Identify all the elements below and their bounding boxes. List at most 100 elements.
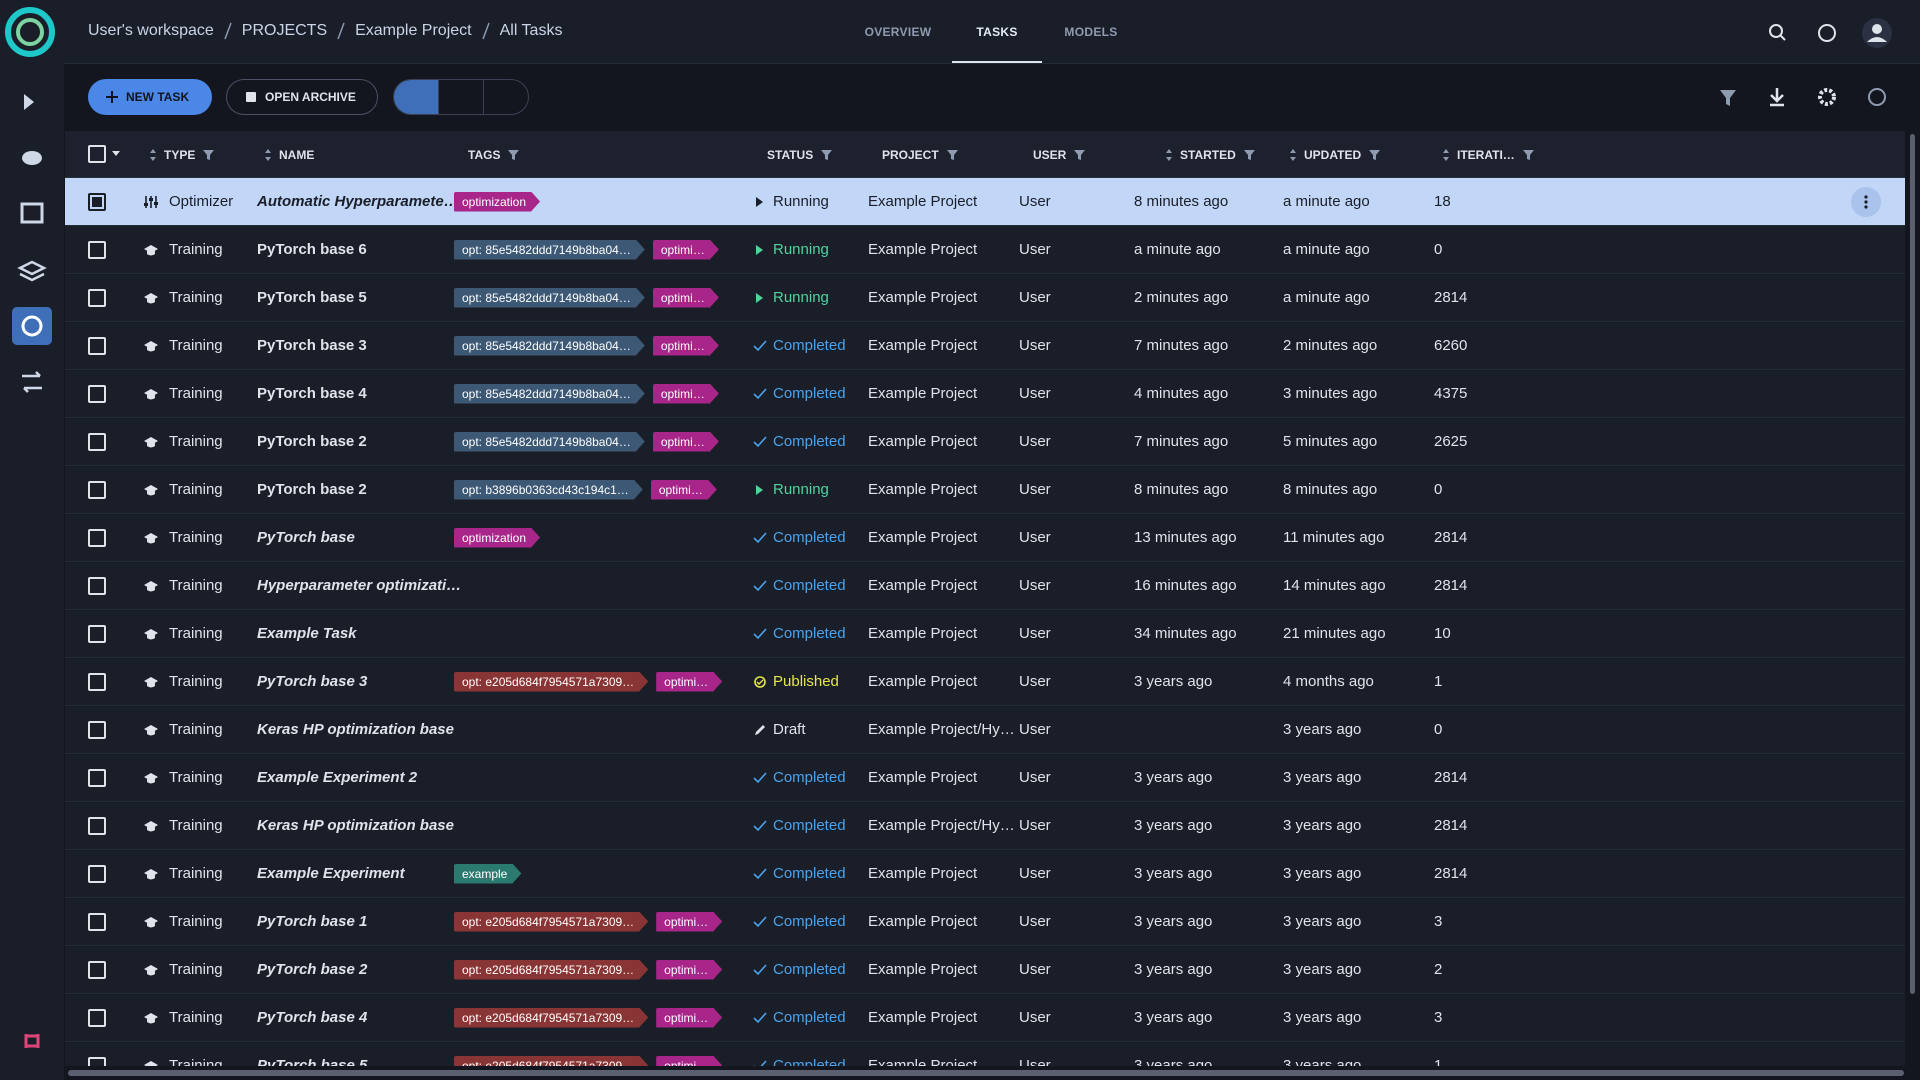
task-row[interactable]: Training Hyperparameter optimizati… Comple… <box>65 562 1905 610</box>
nav-datasets[interactable] <box>22 151 42 165</box>
task-row[interactable]: Training PyTorch base 4 opt: e205d684f7954… <box>65 994 1905 1042</box>
task-row[interactable]: Training Example Experiment 2 Completed Exa… <box>65 754 1905 802</box>
task-row[interactable]: Training Keras HP optimization base Draft E… <box>65 706 1905 754</box>
checkbox[interactable] <box>88 720 106 739</box>
column-header[interactable]: USER <box>1033 131 1086 178</box>
h-scrollbar[interactable] <box>68 1070 1904 1076</box>
task-row[interactable]: Training PyTorch base 2 opt: e205d684f7954… <box>65 946 1905 994</box>
task-started: 8 minutes ago <box>1134 481 1229 498</box>
nav-reports[interactable] <box>20 202 44 224</box>
breadcrumb-item[interactable]: User's workspace <box>88 22 214 39</box>
filter-icon <box>1243 149 1255 160</box>
checkbox[interactable] <box>88 528 106 547</box>
checkbox[interactable] <box>88 864 106 883</box>
column-header[interactable]: STATUS <box>767 131 833 178</box>
nav-projects-icon <box>21 315 43 337</box>
task-row[interactable]: Training PyTorch base 4 opt: 85e5482ddd714… <box>65 370 1905 418</box>
task-row[interactable]: Training Keras HP optimization base Comple… <box>65 802 1905 850</box>
task-row[interactable]: Training PyTorch base 2 opt: 85e5482ddd714… <box>65 418 1905 466</box>
column-header[interactable]: TAGS <box>468 131 520 178</box>
column-header[interactable]: STARTED <box>1166 131 1255 178</box>
column-header[interactable]: ITERATI… <box>1443 131 1534 178</box>
checkbox[interactable] <box>88 576 106 595</box>
auto-refresh[interactable] <box>1868 88 1886 106</box>
sort-icon <box>150 148 156 161</box>
task-name: PyTorch base 2 <box>257 433 367 450</box>
breadcrumb-item[interactable]: All Tasks <box>499 22 563 39</box>
nav-models[interactable] <box>17 260 47 282</box>
v-scrollbar[interactable] <box>1910 134 1915 994</box>
search-icon[interactable] <box>1769 24 1783 38</box>
task-updated: 21 minutes ago <box>1283 625 1386 642</box>
task-iterations: 3 <box>1434 913 1443 930</box>
task-row[interactable]: Training PyTorch base 5 opt: e205d684f7954… <box>65 1042 1905 1066</box>
column-header[interactable]: PROJECT <box>882 131 958 178</box>
task-row[interactable]: Training PyTorch base 2 opt: b3896b0363cd4… <box>65 466 1905 514</box>
slack[interactable] <box>24 1034 40 1048</box>
toolbar-icons <box>1720 88 1886 107</box>
checkbox[interactable] <box>88 288 106 307</box>
type-icon <box>144 436 158 447</box>
task-row[interactable]: Training PyTorch base 3 opt: e205d684f7954… <box>65 658 1905 706</box>
task-row[interactable]: Training PyTorch base 1 opt: e205d684f7954… <box>65 898 1905 946</box>
task-row[interactable]: Training Example Task Completed Example Pro… <box>65 610 1905 658</box>
table-view[interactable] <box>394 80 439 114</box>
status-cell: Running <box>753 274 829 321</box>
help-icon[interactable] <box>1818 24 1836 42</box>
tab[interactable]: TASKS <box>976 25 1018 39</box>
task-row[interactable]: Optimizer Automatic Hyperparamete… optimiz… <box>65 178 1905 226</box>
nav-workers[interactable] <box>22 371 42 393</box>
checkbox[interactable] <box>88 145 106 163</box>
new-task-button[interactable]: NEW TASK <box>88 79 212 115</box>
task-row[interactable]: Training PyTorch base 5 opt: 85e5482ddd714… <box>65 274 1905 322</box>
task-project: Example Project <box>868 241 978 258</box>
checkbox[interactable] <box>88 672 106 691</box>
task-row[interactable]: Training PyTorch base 3 opt: 85e5482ddd714… <box>65 322 1905 370</box>
column-header[interactable]: UPDATED <box>1290 131 1381 178</box>
tasks-table: TYPE NAME TAGS STATUS PROJECT USER STARTED UPDA… <box>65 131 1905 1066</box>
column-header[interactable]: NAME <box>265 131 314 178</box>
filter-icon <box>508 149 520 160</box>
checkbox[interactable] <box>88 432 106 451</box>
column-header[interactable]: TYPE <box>150 131 215 178</box>
tab[interactable]: OVERVIEW <box>864 25 932 39</box>
type-icon <box>144 340 158 351</box>
details-view[interactable] <box>438 80 482 114</box>
task-type: Training <box>169 241 223 258</box>
checkbox[interactable] <box>88 480 106 499</box>
open-archive-button[interactable]: OPEN ARCHIVE <box>226 79 378 115</box>
download[interactable] <box>1770 88 1784 107</box>
checkbox[interactable] <box>88 384 106 403</box>
tab[interactable]: MODELS <box>1064 25 1118 39</box>
checkbox[interactable] <box>88 1056 106 1066</box>
settings[interactable] <box>1818 88 1836 106</box>
checkbox[interactable] <box>88 816 106 835</box>
checkbox[interactable] <box>88 240 106 259</box>
task-row[interactable]: Training PyTorch base 6 opt: 85e5482ddd714… <box>65 226 1905 274</box>
checkbox[interactable] <box>88 192 106 211</box>
task-row[interactable]: Training Example Experiment example Complet… <box>65 850 1905 898</box>
clear-filters[interactable] <box>1720 90 1736 106</box>
task-user: User <box>1019 337 1051 354</box>
select-all[interactable] <box>88 145 120 163</box>
checkbox[interactable] <box>88 1008 106 1027</box>
breadcrumb-item[interactable]: Example Project <box>355 22 472 39</box>
nav-pipelines[interactable] <box>24 94 34 110</box>
task-row[interactable]: Training PyTorch base optimization Complete… <box>65 514 1905 562</box>
checkbox[interactable] <box>88 960 106 979</box>
task-iterations: 1 <box>1434 1057 1443 1066</box>
compare-view[interactable] <box>482 80 528 114</box>
breadcrumb-item[interactable]: PROJECTS <box>241 22 328 39</box>
tag: opt: e205d684f7954571a7309… <box>454 672 648 692</box>
checkbox[interactable] <box>88 912 106 931</box>
breadcrumb-separator <box>481 22 490 40</box>
task-user: User <box>1019 817 1051 834</box>
row-menu[interactable] <box>1851 187 1881 217</box>
checkbox[interactable] <box>88 624 106 643</box>
checkbox[interactable] <box>88 768 106 787</box>
tags-cell: optimization <box>454 178 540 225</box>
task-status: Completed <box>773 577 846 594</box>
status-icon <box>755 724 765 735</box>
nav-projects-active[interactable] <box>12 307 52 345</box>
checkbox[interactable] <box>88 336 106 355</box>
